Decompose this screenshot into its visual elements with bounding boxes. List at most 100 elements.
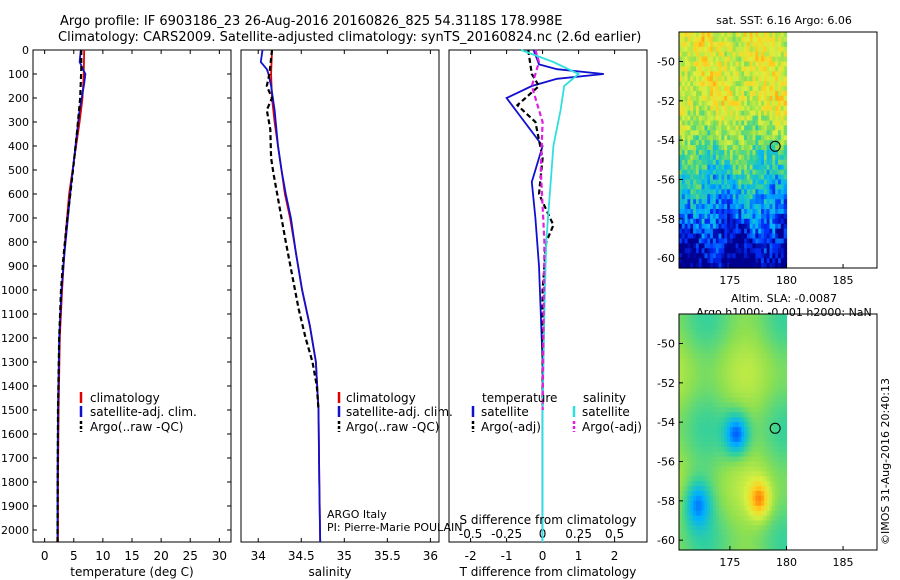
map-cell [783, 377, 788, 384]
map-cell [778, 258, 782, 264]
map-cell [758, 535, 762, 541]
map-cell [690, 456, 694, 463]
map-cell [707, 392, 711, 399]
map-cell [698, 41, 703, 48]
map-cell [704, 100, 708, 107]
map-cell [679, 471, 683, 477]
map-cell [693, 243, 697, 249]
x-tick-label: 20 [153, 549, 168, 563]
map-cell [729, 91, 734, 97]
map-cell [698, 387, 703, 394]
map-cell [707, 223, 711, 230]
map-cell [741, 154, 745, 161]
map-cell [749, 218, 754, 225]
map-cell [732, 417, 737, 423]
map-cell [729, 348, 734, 354]
map-cell [763, 51, 768, 58]
map-cell [761, 209, 765, 215]
map-cell [755, 66, 759, 72]
map-cell [735, 441, 739, 448]
map-cell [687, 76, 691, 82]
map-cell [718, 382, 722, 389]
map-cell [780, 32, 785, 38]
map-cell [752, 46, 756, 53]
map-cell [710, 545, 714, 551]
map-cell [684, 199, 689, 205]
map-cell [679, 476, 683, 482]
map-cell [778, 441, 782, 448]
map-cell [718, 515, 722, 522]
map-cell [701, 76, 705, 82]
map-cell [746, 41, 751, 48]
map-cell [693, 194, 697, 200]
map-cell [729, 150, 734, 156]
map-cell [693, 140, 697, 146]
map-cell [758, 110, 762, 117]
map-cell [769, 387, 773, 394]
map-cell [738, 412, 742, 418]
map-cell [763, 476, 768, 482]
map-cell [679, 56, 683, 63]
map-cell [679, 154, 683, 161]
map-cell [729, 545, 734, 551]
map-cell [712, 184, 717, 190]
map-cell [752, 115, 756, 122]
map-cell [696, 540, 700, 546]
map-cell [755, 427, 759, 433]
map-cell [749, 135, 754, 141]
map-cell [772, 145, 776, 151]
map-cell [687, 540, 691, 546]
map-cell [741, 353, 745, 359]
map-cell [744, 471, 748, 477]
map-cell [746, 115, 751, 122]
top-x-tick-label: -0.25 [491, 527, 522, 541]
map-cell [684, 545, 689, 551]
map-cell [698, 248, 703, 254]
map-cell [741, 184, 745, 190]
map-cell [735, 228, 739, 235]
map-cell [724, 223, 728, 230]
map-cell [763, 456, 768, 463]
map-cell [679, 343, 683, 349]
map-cell [752, 441, 756, 448]
map-cell [721, 545, 725, 551]
map-cell [758, 150, 762, 156]
map-cell [738, 323, 742, 330]
map-cell [684, 461, 689, 467]
map-cell [766, 218, 771, 225]
map-cell [690, 71, 694, 77]
map-cell [729, 525, 734, 531]
map-cell [681, 382, 686, 389]
map-cell [769, 466, 773, 472]
y-tick-label: 1900 [1, 500, 29, 513]
map-cell [783, 105, 788, 112]
map-cell [724, 228, 728, 235]
map-cell [721, 491, 725, 497]
map-cell [712, 373, 717, 379]
map-cell [707, 491, 711, 497]
map-cell [772, 32, 776, 38]
map-cell [681, 530, 686, 536]
map-cell [752, 125, 756, 131]
map-cell [735, 476, 739, 482]
map-cell [746, 407, 751, 413]
map-cell [735, 95, 739, 102]
map-cell [761, 135, 765, 141]
map-cell [693, 348, 697, 354]
map-cell [741, 427, 745, 433]
map-cell [721, 41, 725, 48]
map-cell [710, 110, 714, 117]
map-cell [778, 150, 782, 156]
map-cell [681, 243, 686, 249]
map-cell [693, 446, 697, 453]
map-cell [772, 515, 776, 522]
map-cell [698, 481, 703, 487]
map-cell [746, 223, 751, 230]
map-cell [701, 189, 705, 195]
map-cell [693, 432, 697, 438]
map-cell [755, 81, 759, 87]
map-cell [712, 451, 717, 458]
map-cell [763, 417, 768, 423]
map-cell [690, 115, 694, 122]
map-cell [749, 76, 754, 82]
